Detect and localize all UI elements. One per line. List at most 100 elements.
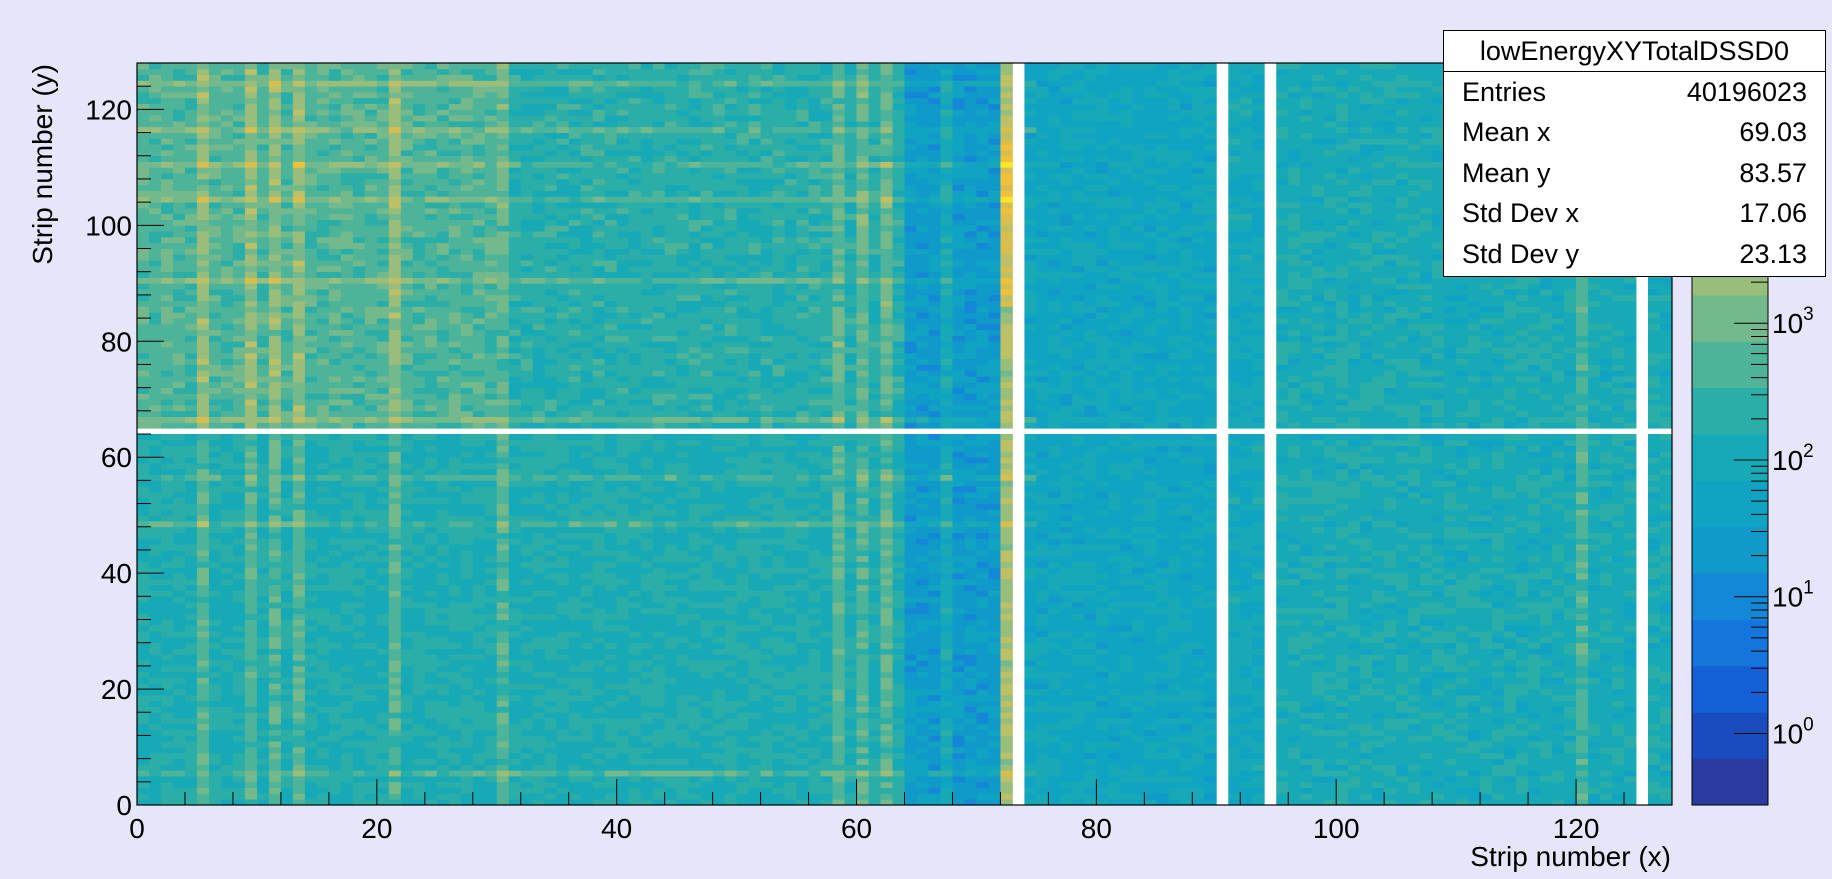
heatmap-cell	[460, 352, 474, 360]
heatmap-cell	[244, 120, 258, 128]
heatmap-cell	[520, 520, 534, 528]
heatmap-cell	[256, 752, 270, 760]
heatmap-cell	[556, 764, 570, 771]
heatmap-cell	[172, 561, 186, 568]
heatmap-cell	[280, 173, 294, 180]
heatmap-cell	[304, 149, 318, 157]
heatmap-cell	[592, 770, 606, 777]
heatmap-cell	[448, 799, 462, 806]
heatmap-cell	[220, 335, 234, 342]
heatmap-cell	[172, 793, 186, 800]
heatmap-cell	[496, 202, 510, 209]
heatmap-cell	[244, 399, 258, 406]
heatmap-cell	[364, 700, 378, 707]
heatmap-cell	[268, 741, 282, 748]
heatmap-cell	[376, 578, 390, 586]
heatmap-cell	[412, 642, 426, 649]
heatmap-cell	[340, 561, 354, 568]
heatmap-cell	[532, 335, 546, 342]
heatmap-cell	[316, 323, 330, 331]
heatmap-cell	[424, 231, 438, 238]
heatmap-cell	[137, 445, 150, 452]
heatmap-cell	[316, 399, 330, 406]
heatmap-cell	[316, 341, 330, 348]
heatmap-cell	[184, 277, 198, 284]
heatmap-cell	[137, 271, 150, 278]
heatmap-cell	[364, 352, 378, 360]
heatmap-cell	[448, 451, 462, 458]
heatmap-cell	[460, 538, 474, 545]
heatmap-cell	[508, 474, 522, 481]
heatmap-cell	[244, 74, 258, 81]
heatmap-cell	[364, 283, 378, 290]
heatmap-cell	[256, 799, 270, 806]
heatmap-cell	[316, 242, 330, 249]
heatmap-cell	[292, 91, 306, 99]
heatmap-cell	[304, 468, 318, 475]
heatmap-cell	[484, 126, 498, 133]
heatmap-cell	[316, 289, 330, 296]
heatmap-cell	[568, 538, 582, 545]
heatmap-cell	[280, 352, 294, 360]
heatmap-cell	[520, 289, 534, 296]
heatmap-cell	[388, 300, 402, 307]
heatmap-cell	[148, 596, 162, 603]
heatmap-cell	[400, 642, 414, 649]
heatmap-cell	[172, 515, 186, 522]
heatmap-cell	[292, 654, 306, 661]
heatmap-cell	[556, 422, 570, 429]
heatmap-cell	[520, 173, 534, 180]
heatmap-cell	[172, 347, 186, 354]
heatmap-cell	[508, 468, 522, 475]
heatmap-cell	[556, 451, 570, 458]
heatmap-cell	[340, 80, 354, 87]
heatmap-cell	[460, 509, 474, 516]
heatmap-cell	[316, 335, 330, 342]
heatmap-cell	[592, 671, 606, 678]
heatmap-cell	[148, 271, 162, 278]
heatmap-cell	[532, 225, 546, 232]
heatmap-cell	[388, 184, 402, 191]
heatmap-cell	[316, 231, 330, 238]
heatmap-cell	[496, 752, 510, 760]
heatmap-cell	[232, 457, 246, 464]
heatmap-cell	[388, 712, 402, 719]
heatmap-cell	[304, 451, 318, 458]
heatmap-cell	[280, 602, 294, 609]
heatmap-cell	[208, 776, 222, 783]
heatmap-cell	[472, 462, 486, 470]
heatmap-cell	[244, 718, 258, 725]
heatmap-cell	[472, 793, 486, 800]
heatmap-cell	[424, 138, 438, 145]
heatmap-cell	[520, 196, 534, 203]
heatmap-cell	[208, 636, 222, 644]
heatmap-cell	[520, 300, 534, 307]
heatmap-cell	[292, 184, 306, 191]
heatmap-cell	[220, 578, 234, 586]
heatmap-cell	[388, 283, 402, 290]
heatmap-cell	[580, 776, 594, 783]
heatmap-cell	[256, 544, 270, 551]
heatmap-cell	[256, 607, 270, 615]
heatmap-cell	[448, 335, 462, 342]
heatmap-cell	[532, 184, 546, 191]
heatmap-cell	[436, 283, 450, 290]
heatmap-cell	[580, 184, 594, 191]
heatmap-cell	[340, 126, 354, 133]
heatmap-cell	[376, 335, 390, 342]
heatmap-cell	[280, 480, 294, 487]
heatmap-cell	[508, 387, 522, 394]
heatmap-cell	[532, 683, 546, 690]
heatmap-cell	[424, 364, 438, 371]
heatmap-column	[400, 63, 414, 806]
heatmap-cell	[532, 480, 546, 487]
heatmap-cell	[328, 549, 342, 557]
heatmap-cell	[544, 399, 558, 406]
heatmap-cell	[232, 665, 246, 673]
heatmap-cell	[424, 329, 438, 336]
heatmap-cell	[328, 387, 342, 394]
heatmap-cell	[424, 520, 438, 528]
heatmap-cell	[424, 184, 438, 191]
heatmap-cell	[160, 694, 174, 702]
heatmap-cell	[544, 341, 558, 348]
